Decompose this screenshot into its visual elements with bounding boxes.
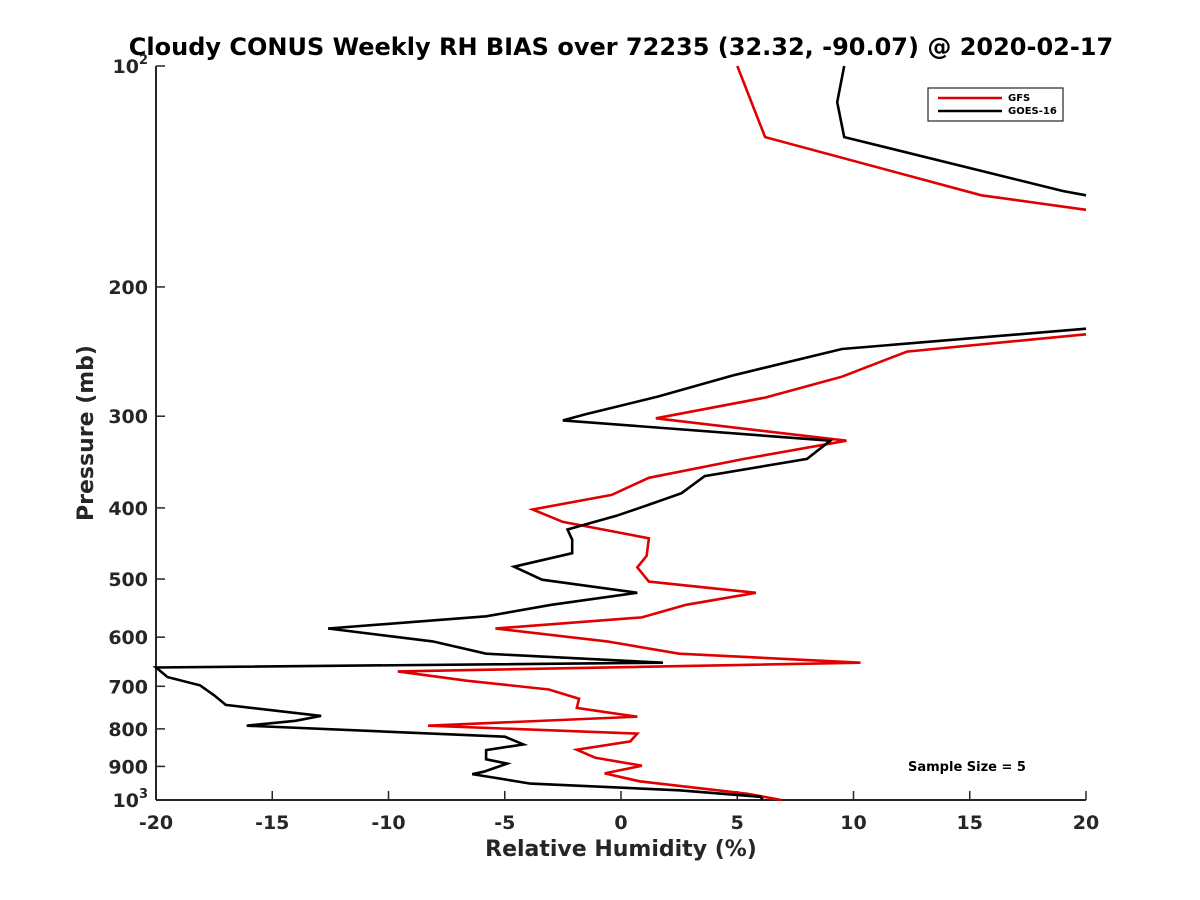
x-axis-label: Relative Humidity (%) [485,837,757,862]
series-line-gfs [736,65,1087,212]
x-tick-label: 10 [840,812,866,834]
chart-title: Cloudy CONUS Weekly RH BIAS over 72235 (… [129,33,1113,61]
legend-label-goes-16: GOES-16 [1008,106,1057,117]
legend-box [927,87,1064,122]
y-tick-label: 200 [108,277,148,299]
x-tick-label: -20 [139,812,173,834]
x-tick-label: -10 [371,812,405,834]
legend: GFS GOES-16 [927,87,1064,122]
x-tick-label: 5 [731,812,744,834]
x-ticks: -20 -15 -10 -5 0 5 10 15 20 [139,791,1099,834]
series-line-goes-16 [152,327,1087,801]
legend-label-gfs: GFS [1008,93,1030,104]
y-tick-label: 300 [108,406,148,428]
sample-size-annotation: Sample Size = 5 [908,760,1026,775]
y-tick-label: 600 [108,627,148,649]
y-tick-label: 103 [113,787,149,812]
x-tick-label: -5 [494,812,515,834]
y-tick-label: 400 [108,498,148,520]
y-tick-label: 102 [113,53,149,78]
x-tick-label: 20 [1073,812,1099,834]
series-line-goes-16 [835,65,1087,197]
y-tick-label: 500 [108,569,148,591]
x-tick-label: 15 [957,812,983,834]
x-tick-label: 0 [614,812,627,834]
series-line-gfs [397,333,1087,802]
y-tick-label: 900 [108,756,148,778]
y-tick-label: 700 [108,676,148,698]
x-tick-label: -15 [255,812,289,834]
y-axis-label: Pressure (mb) [74,345,99,521]
plot-area [155,66,1086,801]
plot-frame [156,66,1086,800]
series-layer [152,65,1087,802]
y-tick-label: 800 [108,719,148,741]
y-ticks: 102 200 300 400 500 600 700 800 900 103 [108,53,165,812]
